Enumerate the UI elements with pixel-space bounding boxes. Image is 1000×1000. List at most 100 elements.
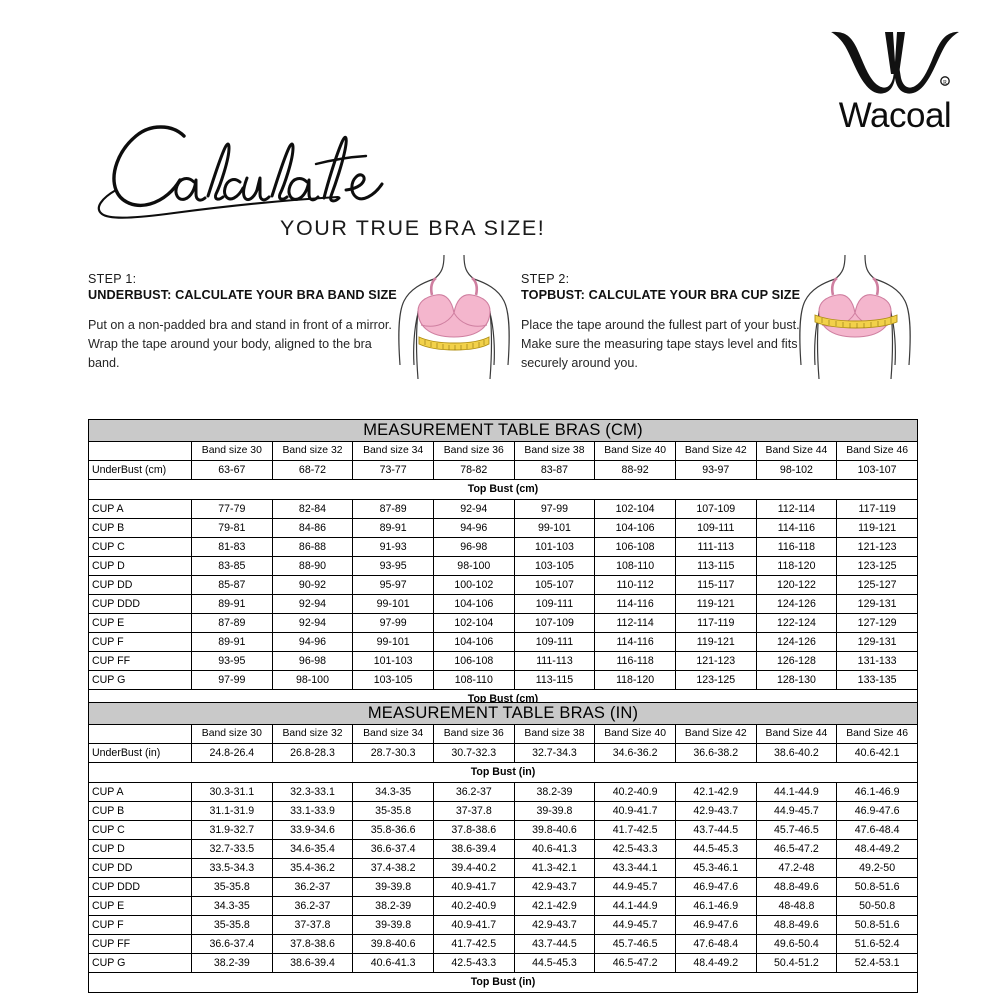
cup-value: 114-116	[594, 631, 676, 652]
cup-value: 38.2-39	[191, 952, 273, 973]
cup-value: 50.4-51.2	[755, 952, 838, 973]
cup-label: CUP C	[88, 819, 192, 840]
cup-value: 44.5-45.3	[513, 952, 596, 973]
cup-value: 39.4-40.2	[432, 857, 515, 878]
cup-value: 93-95	[191, 650, 273, 671]
underbust-value: 32.7-34.3	[513, 742, 596, 763]
cup-value: 46.9-47.6	[674, 876, 757, 897]
cup-value: 110-112	[594, 574, 676, 595]
corner-cell	[88, 440, 192, 461]
cup-value: 37.8-38.6	[432, 819, 515, 840]
cup-value: 112-114	[755, 498, 838, 519]
cup-value: 37-37.8	[432, 800, 515, 821]
cup-value: 113-115	[513, 669, 596, 690]
cup-value: 30.3-31.1	[191, 781, 273, 802]
cup-value: 99-101	[352, 631, 434, 652]
torso-underbust-measure-illustration	[388, 253, 523, 393]
cup-value: 96-98	[432, 536, 515, 557]
cup-value: 117-119	[674, 612, 757, 633]
cup-value: 100-102	[432, 574, 515, 595]
cup-value: 99-101	[513, 517, 596, 538]
cup-value: 32.3-33.1	[271, 781, 354, 802]
cup-value: 43.7-44.5	[513, 933, 596, 954]
cup-label: CUP G	[88, 669, 192, 690]
cup-value: 109-111	[513, 593, 596, 614]
cup-value: 42.9-43.7	[513, 876, 596, 897]
table-row: CUP A 30.3-31.1 32.3-33.1 34.3-35 36.2-37 38.…	[88, 781, 918, 802]
cup-value: 123-125	[836, 555, 918, 576]
cup-value: 118-120	[755, 555, 838, 576]
cup-value: 48.8-49.6	[755, 914, 838, 935]
cup-label: CUP G	[88, 952, 192, 973]
underbust-value: 68-72	[271, 459, 354, 480]
cup-value: 46.1-46.9	[674, 895, 757, 916]
table-title: MEASUREMENT TABLE BRAS (IN)	[88, 702, 918, 725]
cup-value: 117-119	[836, 498, 918, 519]
band-size-header: Band Size 44	[755, 723, 838, 744]
cup-value: 107-109	[674, 498, 757, 519]
cup-value: 129-131	[836, 593, 918, 614]
cup-value: 128-130	[755, 669, 838, 690]
cup-value: 108-110	[432, 669, 515, 690]
cup-value: 46.5-47.2	[755, 838, 838, 859]
headline-subtitle: YOUR TRUE BRA SIZE!	[280, 216, 546, 240]
topbust-label: Top Bust (cm)	[88, 478, 918, 500]
cup-value: 48-48.8	[755, 895, 838, 916]
cup-value: 40.9-41.7	[432, 876, 515, 897]
cup-value: 39-39.8	[513, 800, 596, 821]
cup-value: 42.5-43.3	[432, 952, 515, 973]
cup-value: 89-91	[191, 593, 273, 614]
cup-value: 44.1-44.9	[594, 895, 676, 916]
cup-value: 105-107	[513, 574, 596, 595]
cup-label: CUP A	[88, 498, 192, 519]
cup-value: 43.7-44.5	[674, 819, 757, 840]
cup-value: 46.9-47.6	[836, 800, 918, 821]
table-row: CUP F 89-91 94-96 99-101 104-106 109-111 114-1…	[88, 631, 918, 652]
cup-value: 44.1-44.9	[755, 781, 838, 802]
cup-value: 121-123	[836, 536, 918, 557]
cup-value: 40.6-41.3	[352, 952, 434, 973]
cup-value: 42.5-43.3	[594, 838, 676, 859]
band-size-header: Band size 32	[271, 723, 354, 744]
cup-value: 98-100	[432, 555, 515, 576]
cup-value: 34.3-35	[352, 781, 434, 802]
topbust-banner-top: Top Bust (in)	[88, 761, 918, 783]
band-size-header: Band size 36	[432, 723, 515, 744]
cup-value: 109-111	[674, 517, 757, 538]
cup-label: CUP C	[88, 536, 192, 557]
underbust-value: 78-82	[432, 459, 515, 480]
cup-value: 97-99	[352, 612, 434, 633]
underbust-value: 34.6-36.2	[594, 742, 676, 763]
step-1-block: STEP 1: UNDERBUST: CALCULATE YOUR BRA BA…	[88, 272, 398, 373]
cup-value: 45.3-46.1	[674, 857, 757, 878]
tape-measure-underbust	[418, 336, 490, 351]
cup-value: 40.9-41.7	[594, 800, 676, 821]
cup-value: 86-88	[271, 536, 354, 557]
cup-value: 114-116	[594, 593, 676, 614]
cup-value: 31.9-32.7	[191, 819, 273, 840]
cup-value: 39-39.8	[352, 914, 434, 935]
cup-value: 124-126	[755, 593, 838, 614]
cup-value: 123-125	[674, 669, 757, 690]
cup-label: CUP DD	[88, 857, 192, 878]
cup-label: CUP D	[88, 838, 192, 859]
cup-value: 103-105	[352, 669, 434, 690]
underbust-value: 83-87	[513, 459, 596, 480]
cup-label: CUP B	[88, 517, 192, 538]
underbust-value: 93-97	[674, 459, 757, 480]
underbust-label: UnderBust (in)	[88, 742, 192, 763]
cup-value: 133-135	[836, 669, 918, 690]
cup-label: CUP E	[88, 895, 192, 916]
cup-value: 37.4-38.2	[352, 857, 434, 878]
table-row: CUP E 34.3-35 36.2-37 38.2-39 40.2-40.9 42.1-…	[88, 895, 918, 916]
underbust-value: 40.6-42.1	[836, 742, 918, 763]
cup-value: 48.4-49.2	[674, 952, 757, 973]
cup-value: 38.6-39.4	[271, 952, 354, 973]
cup-value: 111-113	[513, 650, 596, 671]
band-size-header: Band size 32	[271, 440, 354, 461]
cup-value: 129-131	[836, 631, 918, 652]
cup-value: 35.8-36.6	[352, 819, 434, 840]
cup-value: 121-123	[674, 650, 757, 671]
cup-value: 131-133	[836, 650, 918, 671]
underbust-value: 38.6-40.2	[755, 742, 838, 763]
